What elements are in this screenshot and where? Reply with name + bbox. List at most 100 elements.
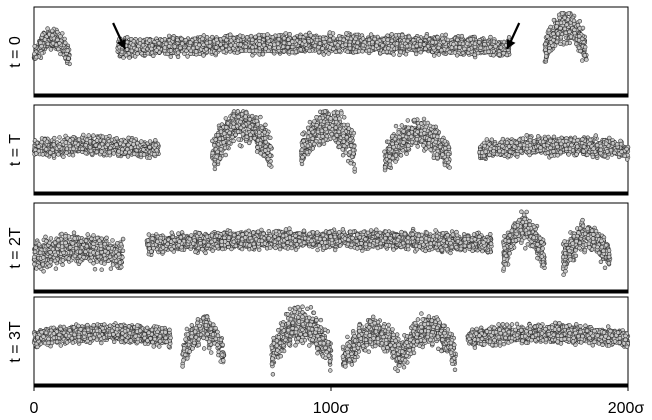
data-point (460, 41, 466, 46)
data-point (139, 139, 144, 144)
data-point (355, 40, 360, 45)
data-point (290, 39, 295, 44)
data-point (141, 152, 147, 157)
data-point (558, 20, 564, 25)
data-point (186, 45, 192, 51)
data-point (406, 34, 412, 40)
data-point (254, 118, 259, 124)
data-point (263, 148, 268, 153)
data-point (63, 140, 69, 145)
data-point (83, 143, 88, 148)
data-point (50, 33, 55, 38)
data-point (58, 51, 63, 57)
data-point (221, 140, 226, 145)
data-point (231, 138, 236, 144)
data-point (573, 41, 579, 46)
data-point (431, 45, 436, 51)
data-point (478, 45, 483, 50)
data-point (51, 153, 57, 158)
data-point (567, 29, 572, 35)
data-point (147, 145, 152, 150)
data-point (247, 117, 253, 122)
data-point (191, 45, 196, 51)
data-point (247, 48, 252, 54)
data-point (210, 34, 215, 40)
data-point (222, 131, 227, 136)
data-point (248, 132, 253, 137)
data-point (183, 37, 188, 43)
data-point (124, 39, 130, 45)
data-point (321, 36, 326, 42)
data-point (178, 45, 183, 51)
data-point (491, 39, 497, 44)
data-point (368, 32, 374, 37)
data-point (414, 43, 419, 49)
data-point (153, 142, 159, 148)
data-point (551, 17, 557, 23)
data-point (380, 43, 385, 48)
data-point (257, 42, 262, 47)
data-point (290, 49, 295, 55)
data-point (421, 42, 427, 47)
data-point (394, 41, 400, 46)
data-point (326, 51, 331, 56)
data-point (282, 35, 287, 41)
data-point (580, 25, 586, 31)
data-point (381, 37, 386, 42)
data-point (443, 32, 448, 37)
data-point (213, 137, 218, 142)
data-point (486, 49, 491, 54)
data-point (223, 43, 229, 48)
data-point (84, 137, 90, 143)
data-point (501, 50, 506, 56)
data-point (48, 47, 54, 52)
data-point (66, 56, 71, 61)
data-point (125, 35, 130, 40)
data-point (217, 136, 223, 142)
data-point (224, 37, 229, 43)
data-point (423, 46, 428, 51)
data-point (551, 31, 556, 36)
panel-points-0 (31, 11, 589, 67)
data-point (235, 109, 241, 114)
data-point (87, 145, 93, 150)
data-point (547, 49, 552, 54)
data-point (317, 41, 323, 46)
data-point (200, 36, 205, 41)
data-point (253, 34, 258, 40)
data-point (261, 42, 267, 48)
data-point (218, 147, 224, 152)
data-point (239, 111, 245, 117)
data-point (255, 145, 260, 150)
data-point (172, 44, 177, 49)
data-point (39, 50, 45, 56)
data-point (466, 47, 472, 52)
data-point (248, 33, 254, 39)
data-point (227, 46, 232, 51)
data-point (80, 146, 85, 152)
data-point (447, 49, 452, 55)
data-point (263, 139, 268, 145)
data-point (343, 42, 348, 47)
data-point (243, 110, 249, 116)
data-point (260, 51, 266, 57)
data-point (238, 42, 243, 47)
data-point (353, 36, 358, 41)
data-point (147, 155, 152, 161)
data-point (354, 44, 360, 50)
data-point (283, 31, 288, 36)
data-point (51, 142, 56, 147)
data-point (147, 38, 152, 43)
data-point (36, 144, 41, 149)
data-point (445, 37, 451, 43)
data-point (70, 153, 76, 158)
data-point (204, 40, 210, 46)
data-point (345, 49, 350, 54)
data-point (265, 35, 270, 41)
data-point (312, 43, 318, 48)
data-point (91, 133, 96, 138)
data-point (234, 123, 240, 129)
data-point (40, 32, 45, 38)
data-point (49, 28, 55, 34)
data-point (267, 162, 272, 168)
